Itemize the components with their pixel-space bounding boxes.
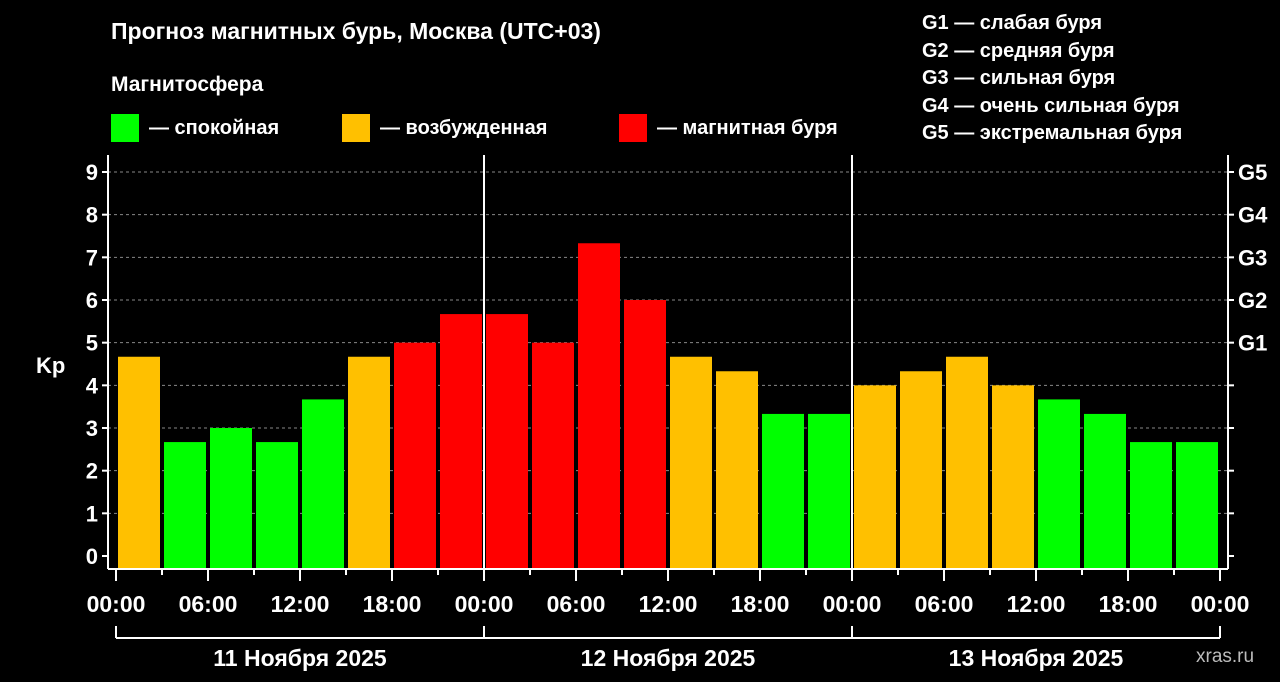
legend-label: — магнитная буря <box>657 116 838 139</box>
bar <box>578 243 620 569</box>
bar <box>210 428 252 569</box>
bar <box>624 300 666 569</box>
bar <box>992 385 1034 569</box>
x-tick-label: 18:00 <box>363 591 422 617</box>
g-scale-g2: G2 — средняя буря <box>922 40 1115 62</box>
bar <box>808 413 850 569</box>
x-tick-label: 12:00 <box>271 591 330 617</box>
y-tick-label: 9 <box>86 160 98 185</box>
x-tick-label: 00:00 <box>1191 591 1250 617</box>
y-tick-label: 2 <box>86 459 98 484</box>
g-tick-label: G4 <box>1238 203 1268 228</box>
bar <box>670 356 712 569</box>
day-label: 12 Ноября 2025 <box>581 645 756 671</box>
bar <box>854 385 896 569</box>
bar <box>1176 442 1218 569</box>
legend-swatch <box>342 114 370 142</box>
g-scale-g4: G4 — очень сильная буря <box>922 95 1180 117</box>
bar <box>532 342 574 569</box>
legend-item-quiet: — спокойная <box>111 114 279 142</box>
y-tick-label: 1 <box>86 501 98 526</box>
g-tick-label: G1 <box>1238 331 1267 356</box>
bar <box>394 342 436 569</box>
x-tick-label: 12:00 <box>639 591 698 617</box>
bar <box>716 371 758 569</box>
bar <box>164 442 206 569</box>
y-axis-label: Kp <box>36 353 65 378</box>
x-tick-label: 00:00 <box>823 591 882 617</box>
legend-label: — возбужденная <box>380 116 548 139</box>
bar <box>1038 399 1080 569</box>
y-tick-label: 5 <box>86 331 98 356</box>
x-tick-label: 06:00 <box>915 591 974 617</box>
chart-title: Прогноз магнитных бурь, Москва (UTC+03) <box>111 18 601 44</box>
bar <box>762 413 804 569</box>
bar <box>1130 442 1172 569</box>
day-label: 13 Ноября 2025 <box>949 645 1124 671</box>
bar <box>348 356 390 569</box>
g-tick-label: G5 <box>1238 160 1267 185</box>
legend-item-excited: — возбужденная <box>342 114 547 142</box>
bar <box>946 356 988 569</box>
y-tick-label: 4 <box>86 373 99 398</box>
g-tick-label: G3 <box>1238 245 1267 270</box>
legend-swatch <box>111 114 139 142</box>
y-tick-label: 3 <box>86 416 98 441</box>
bar <box>302 399 344 569</box>
g-scale-g5: G5 — экстремальная буря <box>922 122 1183 144</box>
legend-item-storm: — магнитная буря <box>619 114 838 142</box>
x-tick-label: 18:00 <box>731 591 790 617</box>
x-tick-label: 12:00 <box>1007 591 1066 617</box>
x-tick-label: 00:00 <box>455 591 514 617</box>
bar <box>118 356 160 569</box>
y-tick-label: 7 <box>86 245 98 270</box>
x-tick-label: 06:00 <box>547 591 606 617</box>
legend-title: Магнитосфера <box>111 73 264 96</box>
bar <box>256 442 298 569</box>
day-label: 11 Ноября 2025 <box>213 645 387 671</box>
x-tick-label: 00:00 <box>87 591 146 617</box>
legend-label: — спокойная <box>149 116 280 139</box>
g-scale-g1: G1 — слабая буря <box>922 12 1103 34</box>
bar <box>900 371 942 569</box>
x-tick-label: 06:00 <box>179 591 238 617</box>
g-tick-label: G2 <box>1238 288 1267 313</box>
bar <box>486 314 528 569</box>
x-tick-label: 18:00 <box>1099 591 1158 617</box>
y-tick-label: 0 <box>86 544 98 569</box>
watermark: xras.ru <box>1196 646 1255 667</box>
y-tick-label: 8 <box>86 203 98 228</box>
bar <box>440 314 482 569</box>
legend-swatch <box>619 114 647 142</box>
g-scale-g3: G3 — сильная буря <box>922 67 1116 89</box>
bar <box>1084 413 1126 569</box>
y-tick-label: 6 <box>86 288 98 313</box>
